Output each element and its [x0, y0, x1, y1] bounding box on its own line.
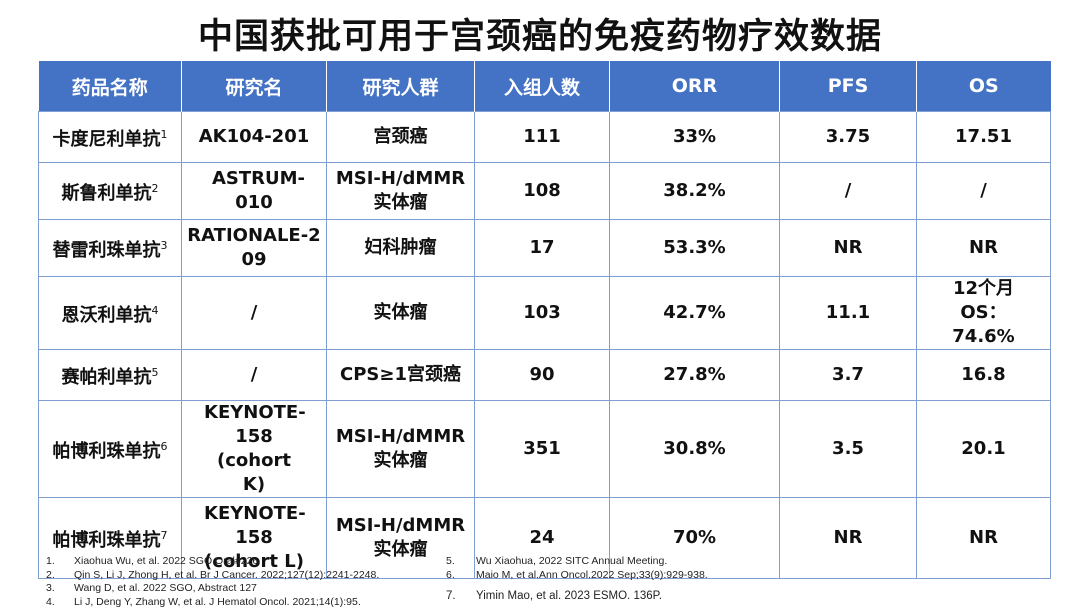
cell-os: /: [917, 163, 1051, 220]
table-row: 恩沃利单抗4 / 实体瘤 103 42.7% 11.1 12个月OS：74.6%: [39, 277, 1051, 350]
efficacy-table-container: 药品名称 研究名 研究人群 入组人数 ORR PFS OS 卡度尼利单抗1 AK…: [38, 61, 1050, 579]
ref-marker: 7: [161, 529, 168, 542]
cell-drug: 恩沃利单抗4: [39, 277, 182, 350]
cell-enrolled: 103: [475, 277, 610, 350]
table-row: 赛帕利单抗5 / CPS≥1宫颈癌 90 27.8% 3.7 16.8: [39, 350, 1051, 401]
table-header-row: 药品名称 研究名 研究人群 入组人数 ORR PFS OS: [39, 61, 1051, 112]
cell-drug: 卡度尼利单抗1: [39, 112, 182, 163]
cell-enrolled: 111: [475, 112, 610, 163]
cell-pfs: 3.75: [780, 112, 917, 163]
cell-os: 16.8: [917, 350, 1051, 401]
header-study: 研究名: [182, 61, 327, 112]
ref-marker: 4: [152, 304, 159, 317]
references-right: 5.Wu Xiaohua, 2022 SITC Annual Meeting. …: [446, 555, 1046, 604]
cell-drug: 斯鲁利单抗2: [39, 163, 182, 220]
cell-pfs: /: [780, 163, 917, 220]
cell-os: NR: [917, 220, 1051, 277]
cell-study: KEYNOTE-158 (cohort K): [182, 401, 327, 498]
cell-orr: 27.8%: [610, 350, 780, 401]
cell-os: 17.51: [917, 112, 1051, 163]
cell-orr: 33%: [610, 112, 780, 163]
cell-study: /: [182, 277, 327, 350]
cell-study: ASTRUM-010: [182, 163, 327, 220]
header-drug: 药品名称: [39, 61, 182, 112]
cell-enrolled: 108: [475, 163, 610, 220]
header-os: OS: [917, 61, 1051, 112]
reference-item: 5.Wu Xiaohua, 2022 SITC Annual Meeting.: [446, 555, 1046, 569]
cell-pfs: NR: [780, 220, 917, 277]
ref-marker: 6: [161, 440, 168, 453]
reference-item: 1.Xiaohua Wu, et al. 2022 SGO Oral#226: [46, 555, 446, 569]
cell-orr: 42.7%: [610, 277, 780, 350]
reference-item: 3.Wang D, et al. 2022 SGO, Abstract 127: [46, 582, 446, 596]
efficacy-table: 药品名称 研究名 研究人群 入组人数 ORR PFS OS 卡度尼利单抗1 AK…: [38, 61, 1051, 579]
header-orr: ORR: [610, 61, 780, 112]
header-enrolled: 入组人数: [475, 61, 610, 112]
reference-item: 6.Maio M, et al.Ann Oncol.2022 Sep;33(9)…: [446, 569, 1046, 583]
ref-marker: 5: [152, 366, 159, 379]
reference-item: 2.Qin S, Li J, Zhong H, et al. Br J Canc…: [46, 569, 446, 583]
cell-population: MSI-H/dMMR实体瘤: [327, 163, 475, 220]
cell-population: 妇科肿瘤: [327, 220, 475, 277]
cell-pfs: 3.5: [780, 401, 917, 498]
cell-drug: 帕博利珠单抗6: [39, 401, 182, 498]
cell-population: MSI-H/dMMR实体瘤: [327, 401, 475, 498]
cell-os: 12个月OS：74.6%: [917, 277, 1051, 350]
header-population: 研究人群: [327, 61, 475, 112]
ref-marker: 2: [152, 182, 159, 195]
table-row: 替雷利珠单抗3 RATIONALE-209 妇科肿瘤 17 53.3% NR N…: [39, 220, 1051, 277]
cell-orr: 30.8%: [610, 401, 780, 498]
cell-population: CPS≥1宫颈癌: [327, 350, 475, 401]
cell-enrolled: 351: [475, 401, 610, 498]
cell-study: /: [182, 350, 327, 401]
cell-drug: 替雷利珠单抗3: [39, 220, 182, 277]
table-row: 卡度尼利单抗1 AK104-201 宫颈癌 111 33% 3.75 17.51: [39, 112, 1051, 163]
cell-study: RATIONALE-209: [182, 220, 327, 277]
reference-item: 4.Li J, Deng Y, Zhang W, et al. J Hemato…: [46, 596, 446, 609]
cell-study: AK104-201: [182, 112, 327, 163]
cell-enrolled: 90: [475, 350, 610, 401]
header-pfs: PFS: [780, 61, 917, 112]
reference-item: 7.Yimin Mao, et al. 2023 ESMO. 136P.: [446, 590, 1046, 604]
ref-marker: 3: [161, 239, 168, 252]
table-row: 帕博利珠单抗6 KEYNOTE-158 (cohort K) MSI-H/dMM…: [39, 401, 1051, 498]
cell-drug: 赛帕利单抗5: [39, 350, 182, 401]
cell-orr: 53.3%: [610, 220, 780, 277]
references-left: 1.Xiaohua Wu, et al. 2022 SGO Oral#226 2…: [46, 555, 446, 609]
cell-enrolled: 17: [475, 220, 610, 277]
cell-population: 宫颈癌: [327, 112, 475, 163]
ref-marker: 1: [161, 128, 168, 141]
cell-os: 20.1: [917, 401, 1051, 498]
cell-pfs: 3.7: [780, 350, 917, 401]
table-row: 斯鲁利单抗2 ASTRUM-010 MSI-H/dMMR实体瘤 108 38.2…: [39, 163, 1051, 220]
cell-orr: 38.2%: [610, 163, 780, 220]
cell-pfs: 11.1: [780, 277, 917, 350]
page-title: 中国获批可用于宫颈癌的免疫药物疗效数据: [0, 8, 1080, 59]
cell-population: 实体瘤: [327, 277, 475, 350]
